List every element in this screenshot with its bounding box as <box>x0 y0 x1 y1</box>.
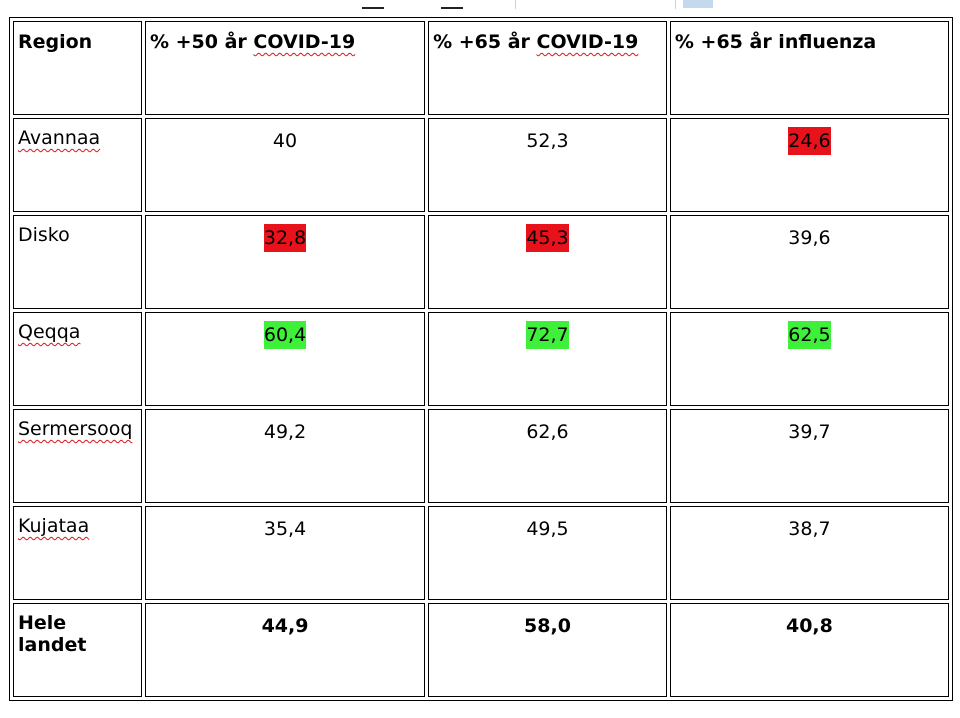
value-cell[interactable]: 62,5 <box>669 312 949 406</box>
region-cell[interactable]: Avannaa <box>13 118 142 212</box>
region-name: Kujataa <box>18 515 90 537</box>
table-header-row: Region % +50 år COVID-19 % +65 år COVID-… <box>13 21 949 115</box>
value-covid-65: 49,5 <box>526 518 569 540</box>
value-covid-65: 72,7 <box>526 321 569 349</box>
value-cell[interactable]: 40 <box>144 118 426 212</box>
toolbar-divider <box>675 0 676 9</box>
value-cell[interactable]: 40,8 <box>669 603 949 697</box>
header-region: Region <box>18 31 93 53</box>
underline-format-icon[interactable] <box>362 0 384 9</box>
value-cell[interactable]: 62,6 <box>428 409 667 503</box>
value-cell[interactable]: 44,9 <box>144 603 426 697</box>
value-influenza-65: 39,6 <box>788 227 831 249</box>
value-cell[interactable]: 52,3 <box>428 118 667 212</box>
header-spell-word: COVID-19 <box>253 31 356 53</box>
header-spell-word: COVID-19 <box>536 31 639 53</box>
value-covid-50: 49,2 <box>263 421 307 443</box>
value-covid-50: 35,4 <box>263 518 307 540</box>
underline-format-icon[interactable] <box>441 0 463 9</box>
table-header-cell[interactable]: Region <box>13 21 142 115</box>
table-header-cell[interactable]: % +65 år influenza <box>669 21 949 115</box>
value-cell[interactable]: 49,2 <box>144 409 426 503</box>
table-row: Disko 32,8 45,3 39,6 <box>13 215 949 309</box>
table-total-row: Hele landet 44,9 58,0 40,8 <box>13 603 949 697</box>
table-row: Avannaa 40 52,3 24,6 <box>13 118 949 212</box>
table-row: Qeqqa 60,4 72,7 62,5 <box>13 312 949 406</box>
table-row: Sermersooq 49,2 62,6 39,7 <box>13 409 949 503</box>
selected-toolbar-button[interactable] <box>683 0 713 8</box>
region-cell[interactable]: Hele landet <box>13 603 142 697</box>
value-cell[interactable]: 60,4 <box>144 312 426 406</box>
table-row: Kujataa 35,4 49,5 38,7 <box>13 506 949 600</box>
header-covid-65: % +65 år COVID-19 <box>429 22 638 53</box>
value-cell[interactable]: 45,3 <box>428 215 667 309</box>
value-influenza-65: 24,6 <box>788 127 831 155</box>
value-covid-50: 32,8 <box>263 224 307 252</box>
total-label: Hele landet <box>18 612 87 656</box>
region-name: Disko <box>18 224 70 246</box>
vaccination-table: Region % +50 år COVID-19 % +65 år COVID-… <box>9 17 953 701</box>
value-cell[interactable]: 35,4 <box>144 506 426 600</box>
region-cell[interactable]: Qeqqa <box>13 312 142 406</box>
value-covid-50: 60,4 <box>263 321 307 349</box>
region-name: Avannaa <box>18 127 101 149</box>
total-covid-50: 44,9 <box>261 615 309 637</box>
value-covid-50: 40 <box>272 130 298 152</box>
value-covid-65: 45,3 <box>526 224 569 252</box>
region-name: Qeqqa <box>18 321 81 343</box>
value-cell[interactable]: 39,6 <box>669 215 949 309</box>
header-prefix: % +65 år <box>433 31 537 53</box>
value-covid-65: 62,6 <box>526 421 569 443</box>
toolbar-remnant <box>0 0 960 10</box>
total-influenza-65: 40,8 <box>785 615 833 637</box>
value-influenza-65: 62,5 <box>788 321 831 349</box>
value-cell[interactable]: 39,7 <box>669 409 949 503</box>
table-header-cell[interactable]: % +50 år COVID-19 <box>144 21 426 115</box>
total-covid-65: 58,0 <box>524 615 571 637</box>
value-cell[interactable]: 49,5 <box>428 506 667 600</box>
value-influenza-65: 38,7 <box>788 518 831 540</box>
value-cell[interactable]: 58,0 <box>428 603 667 697</box>
region-cell[interactable]: Disko <box>13 215 142 309</box>
header-influenza-65: % +65 år influenza <box>674 31 877 53</box>
header-prefix: % +50 år <box>149 31 254 53</box>
value-influenza-65: 39,7 <box>788 421 831 443</box>
header-covid-50: % +50 år COVID-19 <box>146 22 355 53</box>
value-covid-65: 52,3 <box>526 130 569 152</box>
value-cell[interactable]: 24,6 <box>669 118 949 212</box>
toolbar-divider <box>515 0 516 9</box>
table-header-cell[interactable]: % +65 år COVID-19 <box>428 21 667 115</box>
value-cell[interactable]: 72,7 <box>428 312 667 406</box>
region-name: Sermersooq <box>18 418 133 440</box>
value-cell[interactable]: 38,7 <box>669 506 949 600</box>
value-cell[interactable]: 32,8 <box>144 215 426 309</box>
region-cell[interactable]: Kujataa <box>13 506 142 600</box>
region-cell[interactable]: Sermersooq <box>13 409 142 503</box>
